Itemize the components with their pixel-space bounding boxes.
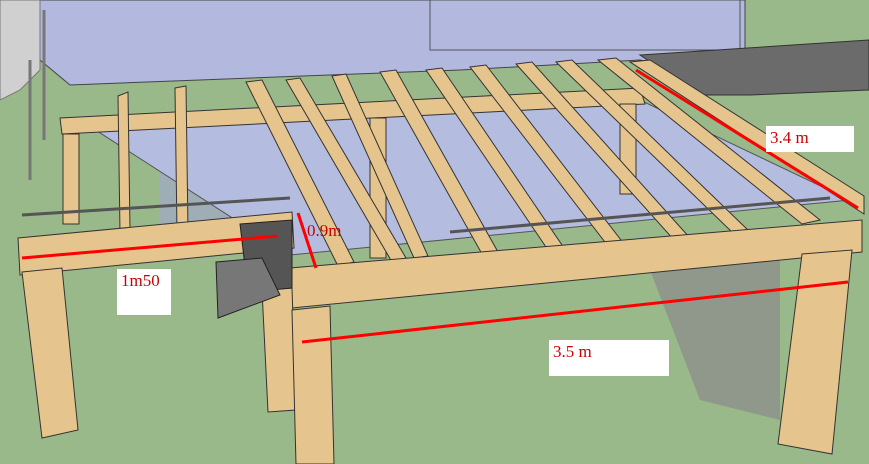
- front-post-left: [21, 267, 79, 439]
- railing-bar: [21, 196, 291, 217]
- front-post-center: [291, 305, 335, 464]
- front-post-middle-left: [261, 287, 297, 413]
- dimension-line-depth: [635, 68, 859, 210]
- dimension-line-gap: [296, 212, 318, 269]
- joist: [245, 79, 355, 267]
- joist: [174, 85, 189, 233]
- front-post-right: [777, 249, 853, 455]
- dimension-label-width: 1m50: [117, 269, 171, 315]
- joist: [117, 91, 131, 233]
- dimension-label-gap: 0.9m: [307, 221, 342, 240]
- joist: [596, 57, 822, 225]
- dimension-line-width: [21, 234, 279, 260]
- back-post-left: [62, 133, 80, 225]
- stair-step: [215, 257, 281, 319]
- railing-bar: [449, 196, 831, 234]
- house-window: [429, 0, 741, 51]
- dimension-label-length: 3.5 m: [549, 340, 669, 376]
- dimension-label-depth: 3.4 m: [766, 126, 854, 152]
- dimension-line-length: [301, 280, 849, 344]
- left-front-beam: [17, 211, 295, 276]
